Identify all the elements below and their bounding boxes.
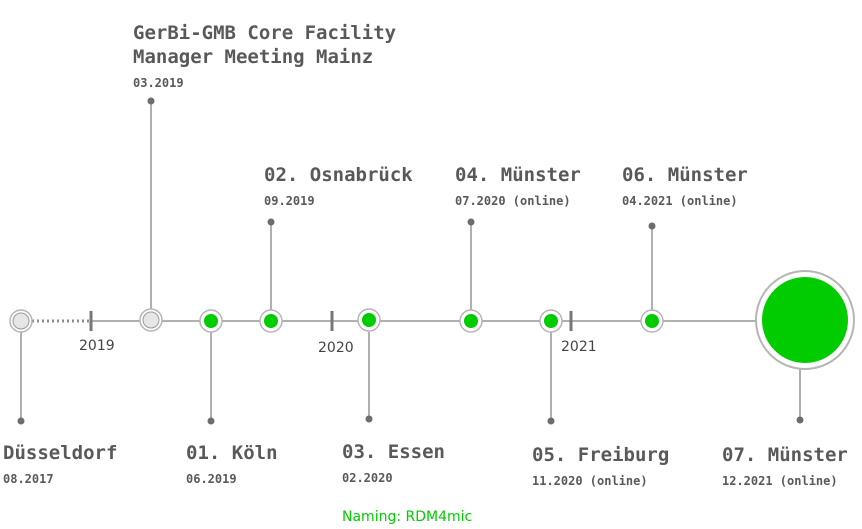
event-date-munster-1: 07.2020 (online)	[455, 194, 571, 208]
event-title-essen: 03. Essen	[342, 441, 445, 463]
connector-dot-osnabruck	[267, 218, 275, 226]
event-date-osnabruck: 09.2019	[264, 194, 315, 208]
node-dusseldorf	[9, 309, 33, 333]
node-munster-1	[459, 309, 483, 333]
event-title-munster-3: 07. Münster	[722, 444, 848, 466]
event-date-essen: 02.2020	[342, 471, 393, 485]
year-label-2019: 2019	[79, 338, 115, 354]
event-title-munster-2: 06. Münster	[622, 164, 748, 186]
connector-dot-mainz	[147, 97, 155, 105]
event-title-osnabruck: 02. Osnabrück	[264, 164, 413, 186]
naming-note: Naming: RDM4mic	[342, 509, 473, 525]
connector-dot-munster-1	[467, 218, 475, 226]
connector-dot-munster-2	[648, 222, 656, 230]
event-date-munster-3: 12.2021 (online)	[722, 474, 838, 488]
event-date-dusseldorf: 08.2017	[3, 472, 54, 486]
event-date-munster-2: 04.2021 (online)	[622, 194, 738, 208]
event-title-mainz-line-2: Manager Meeting Mainz	[133, 46, 374, 68]
node-osnabruck	[259, 309, 283, 333]
event-date-freiburg: 11.2020 (online)	[532, 474, 648, 488]
node-koln	[199, 309, 223, 333]
connector-dot-freiburg	[547, 417, 555, 425]
node-freiburg	[539, 309, 563, 333]
connector-dot-essen	[365, 415, 373, 423]
node-mainz	[139, 308, 163, 332]
node-munster-3	[755, 270, 855, 370]
event-title-dusseldorf: Düsseldorf	[3, 442, 118, 464]
node-essen	[357, 308, 381, 332]
event-title-koln: 01. Köln	[186, 442, 278, 464]
event-title-mainz-line-1: GerBi-GMB Core Facility	[133, 22, 397, 44]
event-date-mainz: 03.2019	[133, 76, 184, 90]
connector-dot-koln	[207, 417, 215, 425]
connector-dot-munster-3	[796, 416, 804, 424]
year-label-2020: 2020	[318, 340, 354, 356]
event-date-koln: 06.2019	[186, 472, 237, 486]
event-title-freiburg: 05. Freiburg	[532, 444, 670, 466]
node-munster-2	[640, 309, 664, 333]
event-title-munster-1: 04. Münster	[455, 164, 581, 186]
connector-dot-dusseldorf	[17, 417, 25, 425]
year-label-2021: 2021	[561, 339, 597, 355]
